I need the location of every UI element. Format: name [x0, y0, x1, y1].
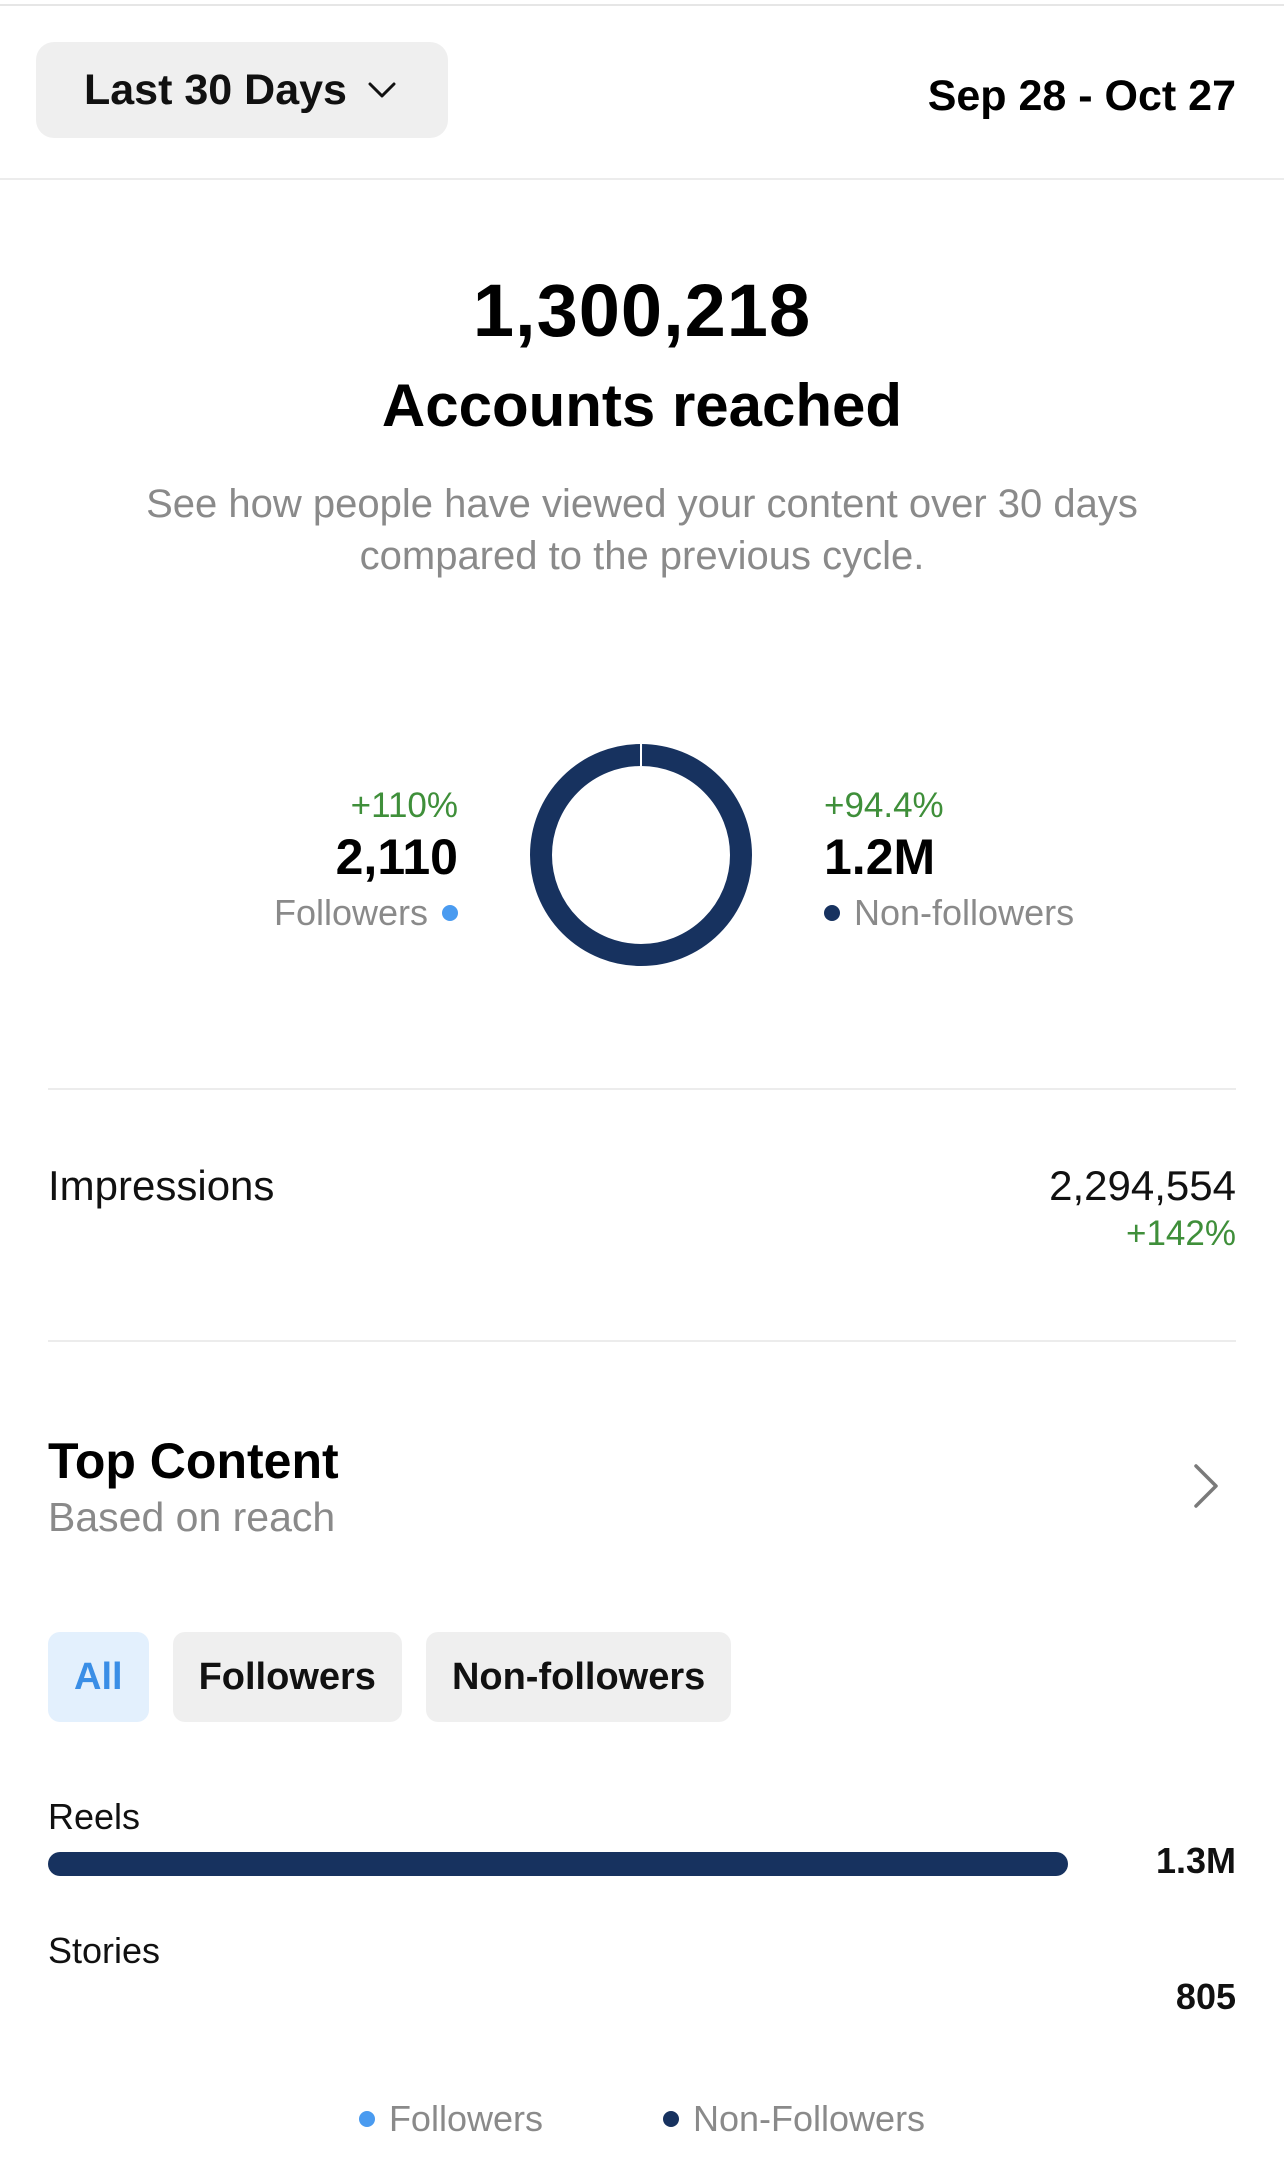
followers-value: 2,110	[335, 829, 458, 885]
legend-non-followers-label: Non-Followers	[692, 2098, 926, 2139]
impressions-value: 2,294,554	[1049, 1162, 1236, 1209]
chevron-down-icon	[368, 82, 396, 98]
non-followers-label-row: Non-followers	[824, 892, 1074, 934]
header-bar: Last 30 Days Sep 28 - Oct 27	[0, 6, 1284, 180]
reels-value: 1.3M	[1155, 1840, 1236, 1881]
top-content-title[interactable]: Top Content	[48, 1433, 339, 1489]
filter-followers[interactable]: Followers	[172, 1632, 402, 1722]
date-range-text: Sep 28 - Oct 27	[927, 72, 1236, 120]
stories-label: Stories	[48, 1930, 161, 1971]
donut-non-followers-arc	[530, 744, 752, 966]
impressions-label: Impressions	[48, 1162, 275, 1209]
content-filter-tabs: All Followers Non-followers	[48, 1632, 732, 1722]
date-range-dropdown-label: Last 30 Days	[84, 65, 347, 114]
date-range-dropdown[interactable]: Last 30 Days	[36, 42, 448, 138]
legend-followers: Followers	[358, 2098, 543, 2140]
non-followers-label: Non-followers	[854, 892, 1075, 933]
legend-non-followers: Non-Followers	[662, 2098, 926, 2140]
top-content-subtitle: Based on reach	[48, 1494, 336, 1540]
non-followers-value: 1.2M	[824, 829, 936, 885]
legend-followers-label: Followers	[388, 2098, 543, 2139]
non-followers-change: +94.4%	[824, 786, 944, 825]
reels-bar-fill	[48, 1852, 1068, 1876]
legend-followers-dot-icon	[358, 2111, 375, 2127]
reels-bar	[48, 1852, 1068, 1876]
legend-non-followers-dot-icon	[662, 2111, 679, 2127]
top-edge	[0, 0, 1284, 6]
followers-dot-icon	[442, 905, 458, 921]
followers-label: Followers	[273, 892, 428, 933]
followers-change: +110%	[350, 786, 458, 825]
followers-label-row: Followers	[274, 892, 458, 934]
chart-legend: Followers Non-Followers	[0, 2098, 1284, 2140]
donut-svg	[530, 744, 752, 966]
filter-non-followers[interactable]: Non-followers	[425, 1632, 732, 1722]
accounts-reached-value: 1,300,218	[472, 269, 812, 352]
chevron-right-icon[interactable]	[1186, 1460, 1226, 1512]
non-followers-dot-icon	[824, 905, 840, 921]
audience-donut-chart	[528, 742, 754, 968]
divider	[48, 1340, 1236, 1342]
accounts-reached-description: See how people have viewed your content …	[146, 482, 1138, 578]
accounts-reached-label: Accounts reached	[381, 372, 903, 439]
divider	[48, 1088, 1236, 1090]
reels-label: Reels	[48, 1796, 141, 1837]
accounts-reached-summary: 1,300,218 Accounts reached See how peopl…	[0, 268, 1284, 582]
non-followers-stat: +94.4% 1.2M Non-followers	[824, 786, 1074, 934]
impressions-change: +142%	[1126, 1214, 1236, 1253]
filter-all[interactable]: All	[48, 1632, 149, 1722]
stories-value: 805	[1175, 1976, 1236, 2017]
followers-stat: +110% 2,110 Followers	[274, 786, 458, 934]
